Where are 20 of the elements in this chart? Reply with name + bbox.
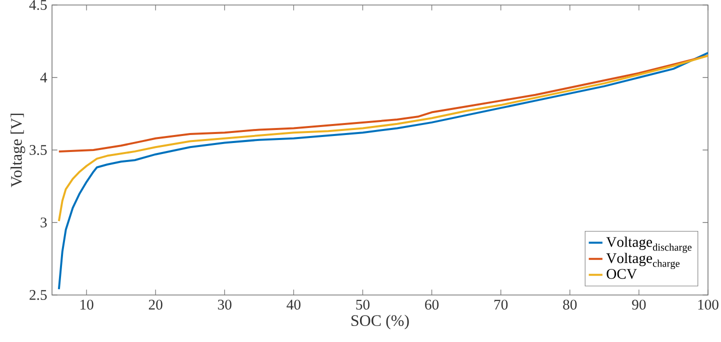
- x-tick-label: 70: [494, 300, 508, 310]
- y-tick-label: 3: [40, 218, 47, 228]
- x-tick-label: 100: [698, 300, 718, 310]
- y-tick-label: 3.5: [30, 145, 47, 155]
- y-axis-title: Voltage [V]: [10, 114, 26, 188]
- x-tick-label: 20: [148, 300, 162, 310]
- legend-label: $\mathrm{Voltage}_{\mathrm{discharge}}$: [606, 236, 692, 253]
- x-tick-label: 50: [356, 300, 370, 310]
- x-tick-label: 80: [563, 300, 577, 310]
- y-tick-label: 4: [40, 72, 48, 82]
- x-axis-title: SOC (%): [352, 314, 409, 330]
- y-tick-label: 2.5: [30, 290, 47, 300]
- x-tick-label: 40: [286, 300, 300, 310]
- legend-label: $\mathrm{Voltage}_{\mathrm{charge}}$: [606, 252, 680, 270]
- x-tick-label: 10: [80, 300, 94, 310]
- x-tick-label: 60: [425, 300, 439, 310]
- x-tick-label: 90: [632, 300, 646, 310]
- legend-label: $\mathrm{OCV}$: [606, 268, 637, 279]
- y-tick-label: 4.5: [29, 0, 47, 10]
- x-tick-label: 30: [218, 300, 232, 310]
